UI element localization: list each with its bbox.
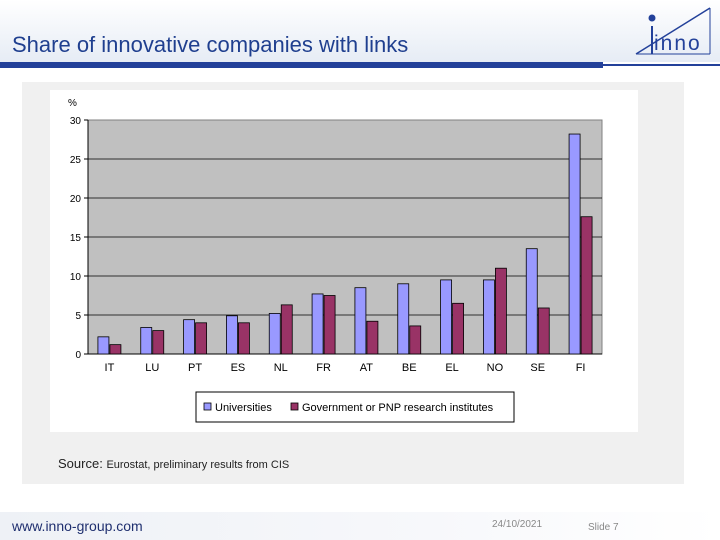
inno-logo-icon [635,7,711,55]
bar-government-pt [195,322,207,355]
x-tick-label: FR [316,362,331,374]
y-tick-label: 30 [70,116,82,127]
chart-frame: 0 5 10 15 20 25 30% IT LU PT ES NL FR AT BE EL NO SE FI Uni… [50,90,638,432]
bar-government-es [238,322,250,355]
x-tick-label: PT [188,362,202,374]
bar-universities-be [397,283,410,355]
legend-label: Government or PNP research institutes [302,402,494,414]
footer-slide-number: Slide 7 [588,522,619,533]
bar-universities-nl [268,313,281,355]
bar-universities-at [354,287,367,355]
bar-universities-lu [140,327,153,355]
title-rule-thin [603,64,720,66]
bar-government-lu [152,330,165,355]
bar-government-fi [580,216,593,355]
bar-chart: 0 5 10 15 20 25 30% IT LU PT ES NL FR AT BE EL NO SE FI Uni… [68,98,603,423]
bar-universities-se [525,248,538,355]
chart-figure: 0 5 10 15 20 25 30% IT LU PT ES NL FR AT BE EL NO SE FI Uni… [22,82,684,484]
y-tick-label: 5 [75,311,81,322]
x-tick-label: NO [487,362,504,374]
bar-universities-fr [311,293,324,355]
logo-text: inno [654,32,702,55]
legend [195,391,515,423]
bar-government-no [495,267,507,355]
bar-government-at [366,320,379,355]
slide-title: Share of innovative companies with links [12,32,409,57]
x-tick-label: AT [360,362,374,374]
x-tick-label: ES [231,362,246,374]
y-tick-label: 0 [75,350,81,361]
source-lead: Source: [58,456,103,471]
bar-government-se [537,307,550,355]
header-band [0,0,720,62]
x-tick-label: NL [274,362,288,374]
x-tick-label: SE [530,362,545,374]
x-tick-label: BE [402,362,417,374]
bar-government-nl [280,304,293,355]
legend-label: Universities [215,402,272,414]
bar-universities-fi [568,133,581,355]
bar-universities-no [483,279,495,355]
bar-government-fr [323,295,336,355]
x-tick-label: EL [445,362,458,374]
footer-url: www.inno-group.com [12,518,143,534]
source-text: Eurostat, preliminary results from CIS [106,459,290,471]
legend-swatch [203,402,212,411]
bar-government-it [109,344,122,355]
y-axis-label: % [68,98,77,109]
bar-universities-el [440,279,452,355]
legend-swatch [290,402,299,411]
x-tick-label: IT [105,362,115,374]
bar-universities-it [97,336,110,355]
bar-universities-es [226,315,238,355]
y-tick-label: 15 [70,233,82,244]
footer-date: 24/10/2021 [492,519,543,530]
x-tick-label: LU [145,362,159,374]
y-tick-label: 20 [70,194,82,205]
title-rule [0,62,603,68]
source-note: Source: Eurostat, preliminary results fr… [58,456,289,471]
y-tick-label: 10 [70,272,82,283]
bar-government-be [409,325,422,355]
bar-government-el [452,302,464,355]
x-tick-label: FI [576,362,586,374]
y-tick-label: 25 [70,155,82,166]
bar-universities-pt [183,319,195,355]
footer-band [0,512,720,540]
